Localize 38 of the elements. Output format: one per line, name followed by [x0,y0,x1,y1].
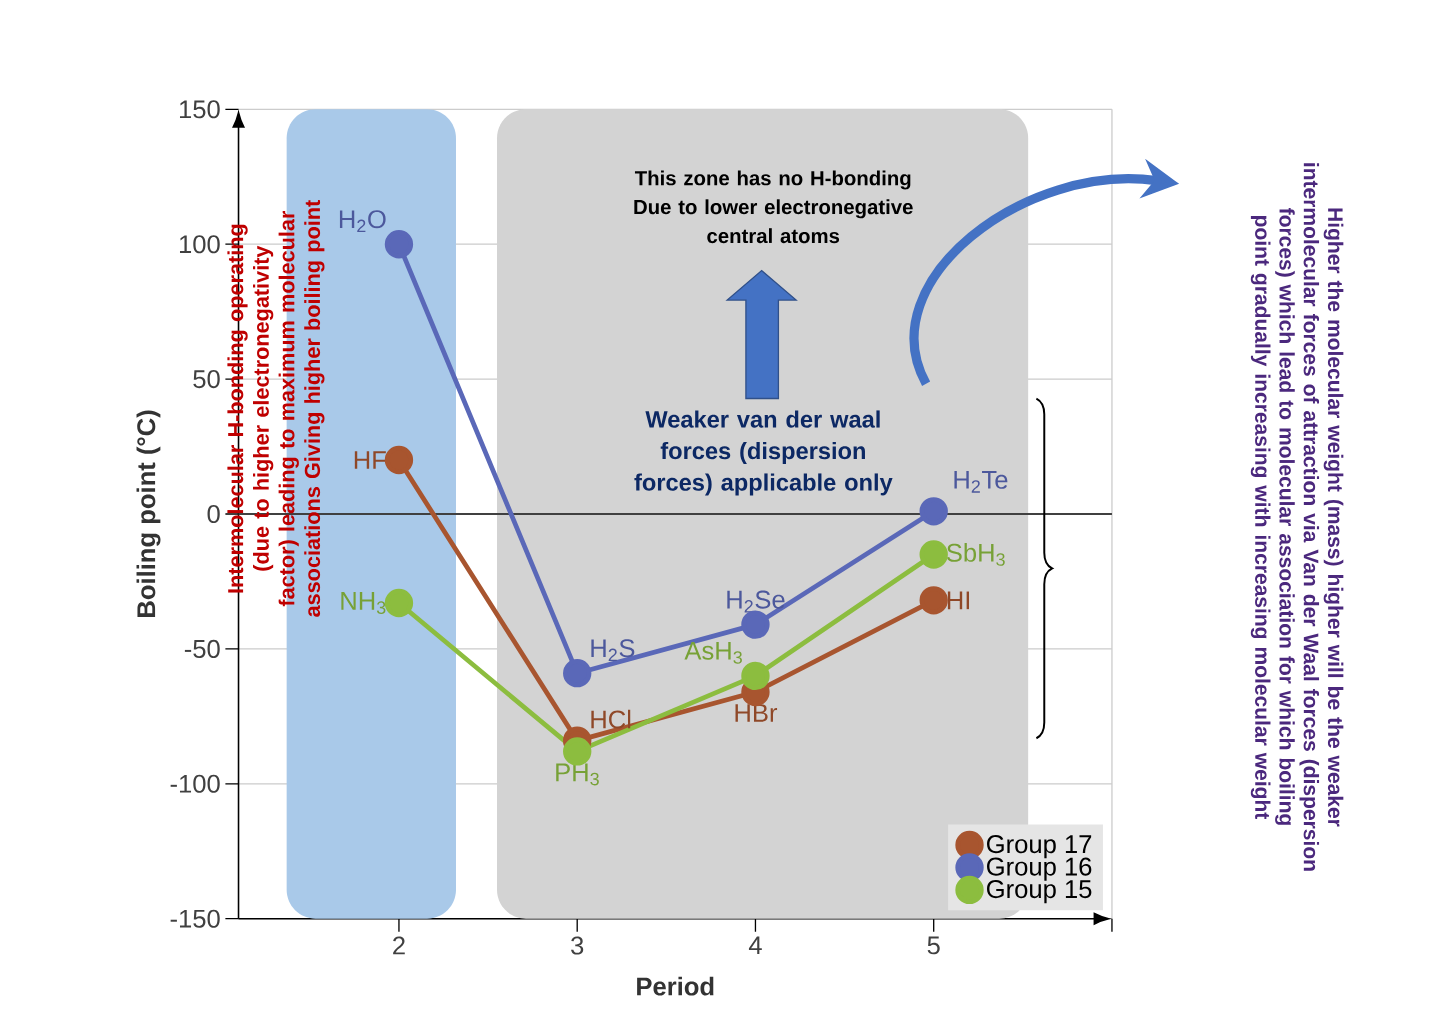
annotation: HF [354,451,386,469]
y-tick-label: 50 [193,370,220,389]
point [919,586,948,615]
legend-label: Group 15 [987,880,1092,904]
annotation: NH$_{3}$ [341,592,386,614]
point [384,230,414,259]
y-tick-label: 100 [179,235,220,254]
point [384,588,414,618]
point [919,540,948,569]
annotation: HCl [591,709,631,729]
y-tick-label: 150 [179,100,220,119]
y-tick-label: -100 [170,774,220,793]
x-tick-label: 2 [393,936,405,955]
band-label: Weaker van der waal forces (dispersion forces) applicable only [634,410,893,496]
legend-label: Group 16 [987,857,1092,881]
point [563,659,592,688]
band-label: Intermolecular H-bonding operating (due to higher electronegativity factor) leading to maximum molecular associations Giving higher boiling point [227,200,325,617]
x-axis-title: Period [637,976,714,996]
point [384,445,414,475]
y-tick-label: 0 [207,504,220,524]
y-axis-title: Boiling point (°C) [136,410,161,617]
annotation: H$_{2}$S [591,639,635,662]
point [919,497,948,526]
x-tick-label: 3 [571,936,584,955]
annotation: SbH$_{3}$ [946,543,1005,566]
y-tick-label: -150 [170,909,220,928]
annotation: HBr [735,704,778,722]
x-tick-label: 4 [748,936,762,955]
annotation: HI [947,591,970,610]
x-tick-label: 5 [927,936,940,955]
annotation: This zone has no H-bonding Due to lower electronegative central atoms [634,170,913,244]
annotation: PH$_{3}$ [556,763,599,786]
annotation: H$_{2}$O [339,210,386,233]
annotation: AsH$_{3}$ [684,641,742,664]
annotation: H$_{2}$Te [954,470,1008,493]
y-tick-label: -50 [184,639,220,658]
point [741,661,770,691]
text: Higher the molecular weight (mass) higher will be the weaker intermolecular forces of attraction via Van der Waal forces (dispersion forces) which lead to molecular association for which boiling point gradually increasing with increasing molecular weight [1250,163,1344,871]
